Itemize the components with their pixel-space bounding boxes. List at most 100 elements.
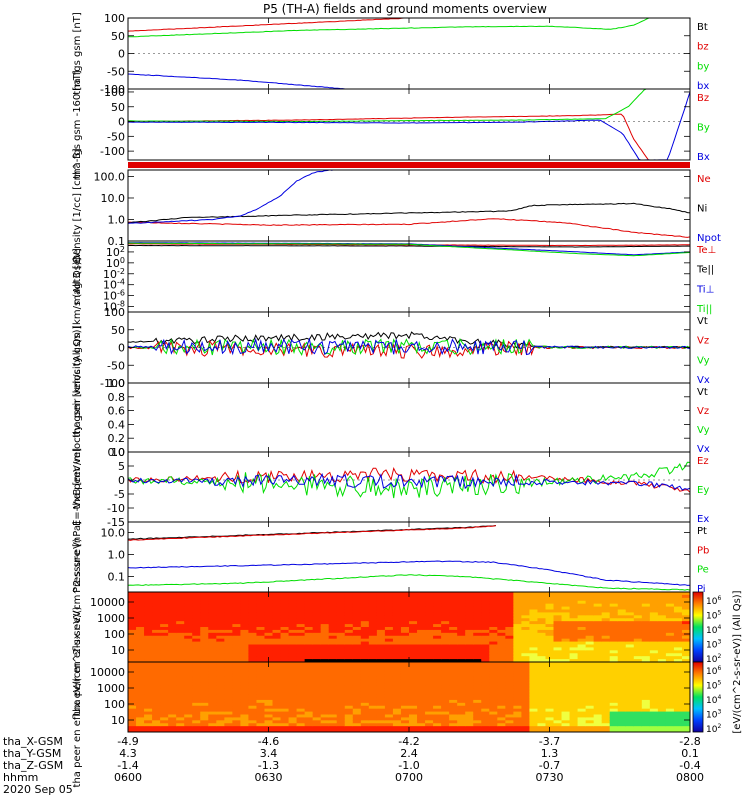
plot-area-5 — [128, 332, 690, 358]
colorbar-tick: 106 — [706, 595, 721, 607]
legend-vx: Vx — [697, 444, 710, 455]
colorbar-tick: 102 — [706, 653, 721, 665]
y-tick-label: 0 — [118, 342, 125, 355]
legend-bz: bz — [697, 42, 709, 53]
legend-vz: Vz — [697, 336, 709, 347]
y-tick-label: 50 — [111, 101, 125, 114]
colorbar-tick: 103 — [706, 639, 721, 651]
legend-vt: Vt — [697, 316, 708, 327]
y-axis-label: E=-VxB [mV/m] — [72, 448, 83, 526]
y-tick-label: 100.0 — [94, 170, 126, 183]
series-by-line — [128, 89, 647, 122]
plot-area-2 — [128, 89, 690, 163]
legend-by: By — [697, 123, 710, 134]
y-tick-label: 100 — [104, 306, 125, 319]
panel-frame-6 — [128, 383, 690, 452]
ephem-value: 0800 — [676, 771, 704, 784]
ephem-value: 0600 — [114, 771, 142, 784]
colorbar-tick: 105 — [706, 680, 721, 692]
legend-ey: Ey — [697, 485, 709, 496]
y-axis-label: Density [1/cc] [cm^-3] — [72, 148, 83, 262]
y-tick-label: 10 — [111, 644, 125, 657]
y-tick-label: 100 — [104, 698, 125, 711]
y-tick-label: -50 — [107, 65, 125, 78]
legend-ez: Ez — [697, 456, 709, 467]
legend-bx: Bx — [697, 152, 710, 163]
y-tick-label: 0.1 — [108, 571, 126, 584]
y-tick-label: 0.8 — [108, 391, 126, 404]
y-tick-label: 1.0 — [108, 213, 126, 226]
legend-by: by — [697, 61, 709, 72]
y-tick-label: 0 — [118, 116, 125, 129]
colorbar-tick: 104 — [706, 624, 721, 636]
legend-ex: Ex — [697, 514, 709, 525]
panel-frame-4 — [128, 241, 690, 312]
legend-bt: Bt — [697, 22, 708, 33]
y-tick-label: 0.2 — [108, 432, 126, 445]
series-pi-line — [128, 561, 690, 585]
legend-te-: Te⊥ — [696, 245, 716, 256]
legend-bx: bx — [697, 81, 709, 92]
y-tick-label: 1000 — [97, 682, 125, 695]
y-tick-label: 10000 — [90, 596, 125, 609]
plot-area-3 — [128, 170, 690, 238]
y-tick-label: 1000 — [97, 612, 125, 625]
y-tick-label: -5 — [114, 488, 125, 501]
colorbar-9 — [693, 592, 703, 662]
ephem-value: 0730 — [536, 771, 564, 784]
legend-te-: Te|| — [696, 265, 714, 276]
panel-frame-2 — [128, 89, 690, 160]
legend-vt: Vt — [697, 387, 708, 398]
y-tick-label: 50 — [111, 324, 125, 337]
colorbar-tick: 102 — [706, 723, 721, 735]
plot-area-8 — [128, 526, 690, 591]
colorbar-tick: 105 — [706, 610, 721, 622]
legend-ti-: Ti⊥ — [696, 284, 714, 295]
y-tick-label: 1.0 — [108, 549, 126, 562]
panel-frame-3 — [128, 170, 690, 241]
spectrogram-9 — [128, 592, 691, 663]
legend-vy: Vy — [697, 425, 710, 436]
y-tick-label: 100 — [104, 628, 125, 641]
data-gap-bar — [128, 162, 690, 168]
series-bx-line — [128, 92, 690, 160]
legend-npot: Npot — [697, 233, 721, 244]
panel-4: Te⊥Te||Ti⊥Ti||10210010-210-410-610-8magt… — [72, 241, 716, 315]
ephem-value: 0700 — [395, 771, 423, 784]
series-vx-line — [128, 339, 690, 354]
legend-ti-: Ti|| — [696, 304, 712, 315]
series-bx-line — [128, 74, 355, 90]
legend-vx: Vx — [697, 375, 710, 386]
y-tick-label: 10 — [111, 446, 125, 459]
y-tick-label: -10 — [107, 502, 125, 515]
legend-bz: Bz — [697, 93, 709, 104]
y-axis-label: tha peer en eflux eV/(cm^2-s-sr-eV) — [72, 606, 83, 787]
series-pt-line — [128, 526, 496, 540]
colorbar-tick: 104 — [706, 694, 721, 706]
ephem-value: 0630 — [255, 771, 283, 784]
legend-ni: Ni — [697, 204, 707, 215]
legend-vz: Vz — [697, 406, 709, 417]
y-tick-label: -50 — [107, 130, 125, 143]
colorbar-tick: 103 — [706, 709, 721, 721]
series-vz-line — [128, 341, 690, 358]
y-tick-label: 10 — [111, 714, 125, 727]
y-tick-label: 100 — [104, 12, 125, 25]
colorbar-label: [eV/(cm^2-s-sr-eV)] (All Qs)] — [732, 590, 743, 733]
y-tick-label: 10.0 — [101, 527, 126, 540]
y-tick-label: 0.6 — [108, 405, 126, 418]
y-tick-label: 10000 — [90, 666, 125, 679]
y-tick-label: -100 — [100, 145, 125, 158]
legend-pb: Pb — [697, 545, 709, 556]
panel-frame-7 — [128, 452, 690, 522]
y-tick-label: 0 — [118, 48, 125, 61]
legend-ne: Ne — [697, 174, 711, 185]
y-tick-label: 5 — [118, 460, 125, 473]
date-label: 2020 Sep 05 — [3, 783, 73, 796]
